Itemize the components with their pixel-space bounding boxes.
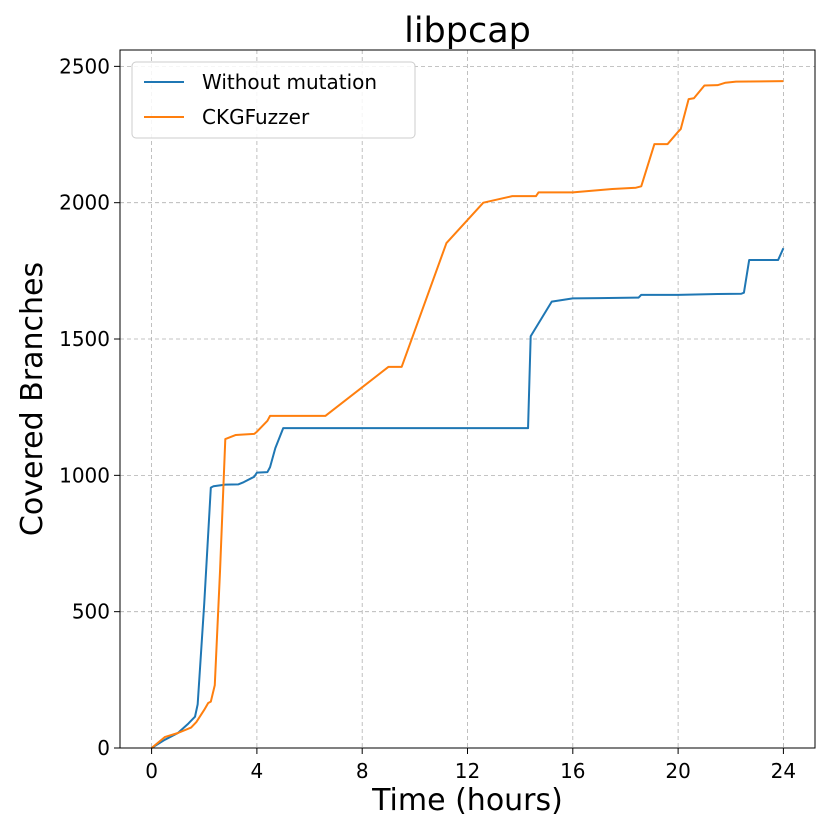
legend-box: [131, 61, 416, 139]
y-tick-label: 2000: [59, 191, 110, 215]
x-tick-label: 20: [665, 759, 690, 783]
series-line-1: [150, 80, 784, 749]
y-tick-label: 500: [72, 600, 110, 624]
y-axis-title: Covered Branches: [15, 262, 50, 536]
grid: [120, 50, 815, 749]
y-axis-ticks: 0 500 1000 1500 2000 2500: [59, 54, 120, 760]
legend: Without mutation CKGFuzzer: [131, 61, 416, 139]
legend-label-1: CKGFuzzer: [202, 105, 310, 129]
x-tick-label: 4: [251, 759, 264, 783]
x-axis-ticks: 0 4 8 12 16 20 24: [145, 748, 796, 783]
x-tick-label: 0: [145, 759, 158, 783]
x-tick-label: 16: [560, 759, 585, 783]
chart-title: libpcap: [404, 11, 531, 51]
x-axis-title: Time (hours): [371, 783, 563, 818]
y-tick-label: 1000: [59, 463, 110, 487]
y-tick-label: 1500: [59, 327, 110, 351]
series-line-0: [151, 247, 785, 749]
series-layer: [150, 80, 785, 749]
y-tick-label: 0: [97, 736, 110, 760]
plot-frame: [119, 49, 816, 749]
x-tick-label: 12: [455, 759, 480, 783]
y-tick-label: 2500: [59, 54, 110, 78]
x-tick-label: 24: [771, 759, 796, 783]
legend-label-0: Without mutation: [202, 70, 377, 94]
x-tick-label: 8: [356, 759, 369, 783]
